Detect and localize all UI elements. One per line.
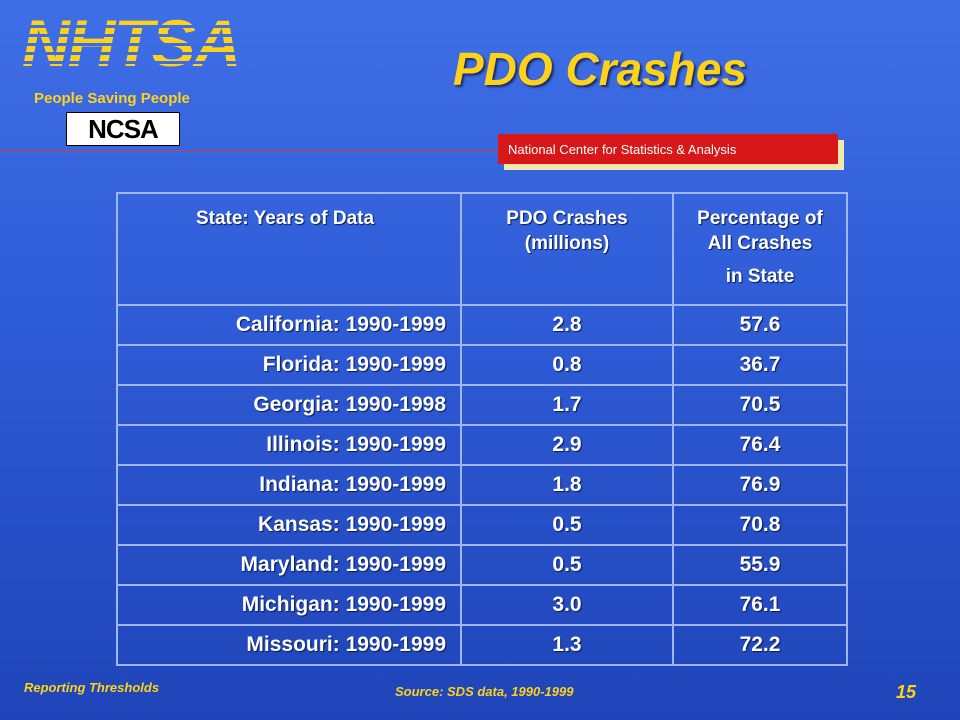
column-header-pdo: PDO Crashes (millions) <box>460 192 674 306</box>
table-row: Maryland: 1990-1999 0.5 55.9 <box>116 544 848 586</box>
cell-percentage: 57.6 <box>672 304 848 346</box>
table-row: Indiana: 1990-1999 1.8 76.9 <box>116 464 848 506</box>
footer-source: Source: SDS data, 1990-1999 <box>395 684 574 699</box>
cell-state: Maryland: 1990-1999 <box>116 544 462 586</box>
ncsa-banner: National Center for Statistics & Analysi… <box>498 134 838 164</box>
cell-percentage: 76.1 <box>672 584 848 626</box>
cell-percentage: 70.8 <box>672 504 848 546</box>
footer-section-label: Reporting Thresholds <box>24 680 160 695</box>
cell-state: Kansas: 1990-1999 <box>116 504 462 546</box>
cell-state: Indiana: 1990-1999 <box>116 464 462 506</box>
cell-percentage: 55.9 <box>672 544 848 586</box>
header-divider <box>0 150 840 151</box>
cell-pdo: 0.5 <box>460 504 674 546</box>
page-number: 15 <box>896 682 917 702</box>
cell-percentage: 36.7 <box>672 344 848 386</box>
cell-percentage: 72.2 <box>672 624 848 666</box>
table-header-row: State: Years of Data PDO Crashes (million… <box>116 192 848 306</box>
nhtsa-logo: NHTSA People Saving People NCSA <box>22 10 252 150</box>
cell-state: California: 1990-1999 <box>116 304 462 346</box>
table-row: Georgia: 1990-1998 1.7 70.5 <box>116 384 848 426</box>
cell-state: Georgia: 1990-1998 <box>116 384 462 426</box>
table-row: Kansas: 1990-1999 0.5 70.8 <box>116 504 848 546</box>
cell-pdo: 3.0 <box>460 584 674 626</box>
table-row: Missouri: 1990-1999 1.3 72.2 <box>116 624 848 666</box>
table-row: Illinois: 1990-1999 2.9 76.4 <box>116 424 848 466</box>
cell-pdo: 2.8 <box>460 304 674 346</box>
ncsa-logo: NCSA <box>66 112 180 146</box>
cell-percentage: 76.9 <box>672 464 848 506</box>
cell-state: Michigan: 1990-1999 <box>116 584 462 626</box>
cell-state: Illinois: 1990-1999 <box>116 424 462 466</box>
nhtsa-logo-text: NHTSA <box>22 6 241 80</box>
page-title: PDO Crashes <box>452 43 747 95</box>
cell-pdo: 1.3 <box>460 624 674 666</box>
pdo-crashes-table: State: Years of Data PDO Crashes (million… <box>116 192 848 666</box>
cell-pdo: 2.9 <box>460 424 674 466</box>
cell-pdo: 1.7 <box>460 384 674 426</box>
cell-pdo: 1.8 <box>460 464 674 506</box>
table-row: Florida: 1990-1999 0.8 36.7 <box>116 344 848 386</box>
cell-percentage: 70.5 <box>672 384 848 426</box>
tagline: People Saving People <box>34 90 190 107</box>
cell-state: Florida: 1990-1999 <box>116 344 462 386</box>
cell-percentage: 76.4 <box>672 424 848 466</box>
cell-pdo: 0.8 <box>460 344 674 386</box>
column-header-percentage: Percentage of All Crashes in State <box>672 192 848 306</box>
table-row: Michigan: 1990-1999 3.0 76.1 <box>116 584 848 626</box>
cell-state: Missouri: 1990-1999 <box>116 624 462 666</box>
column-header-state: State: Years of Data <box>116 192 462 306</box>
cell-pdo: 0.5 <box>460 544 674 586</box>
table-row: California: 1990-1999 2.8 57.6 <box>116 304 848 346</box>
